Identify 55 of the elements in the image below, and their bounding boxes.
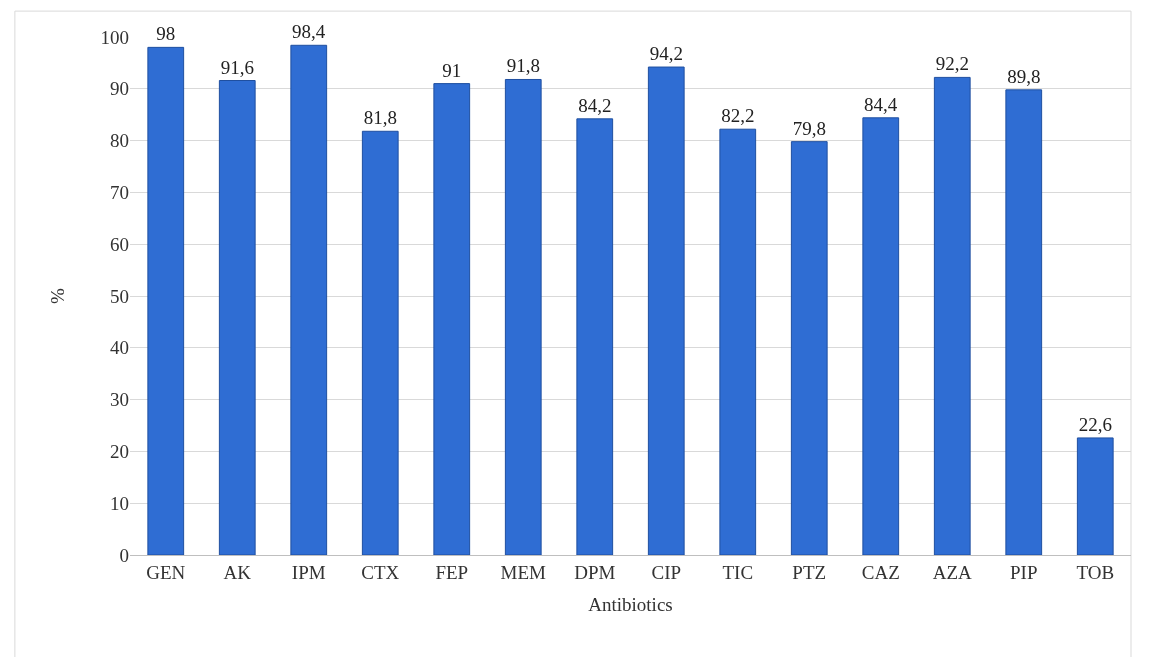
data-label: 89,8 (1007, 65, 1041, 87)
x-tick-label: AK (223, 561, 252, 583)
x-tick-label: CIP (651, 561, 682, 583)
x-tick-label: PTZ (792, 561, 827, 583)
bar (719, 128, 757, 555)
bar (218, 80, 256, 555)
y-tick-label: 90 (110, 78, 129, 100)
bar (576, 118, 614, 555)
y-tick-label: 100 (100, 26, 129, 48)
bar (290, 44, 328, 555)
bar (147, 46, 185, 555)
data-label: 84,2 (578, 94, 612, 116)
x-tick-label: AZA (932, 561, 973, 583)
y-tick-label: 30 (110, 389, 129, 411)
bar (790, 141, 828, 555)
bar (862, 117, 900, 555)
y-tick-label: 50 (110, 285, 129, 307)
bar (504, 78, 542, 555)
data-label: 98 (156, 23, 176, 45)
y-tick-label: 10 (110, 492, 129, 514)
y-tick-label: 80 (110, 130, 129, 152)
x-tick-label: PIP (1010, 561, 1038, 583)
x-tick-label: TIC (722, 561, 754, 583)
data-label: 91,8 (506, 55, 540, 77)
y-tick-label: 40 (110, 337, 129, 359)
data-label: 92,2 (935, 53, 969, 75)
y-tick-label: 0 (119, 544, 129, 566)
x-tick-label: CTX (361, 561, 400, 583)
x-tick-label: TOB (1076, 561, 1115, 583)
x-tick-label: GEN (146, 561, 186, 583)
data-label: 84,4 (863, 93, 898, 115)
x-tick-label: IPM (291, 561, 326, 583)
bar (1076, 437, 1114, 555)
data-label: 79,8 (792, 117, 826, 139)
data-label: 91,6 (220, 56, 254, 78)
y-tick-label: 70 (110, 182, 129, 204)
x-tick-label: MEM (500, 561, 547, 583)
data-label: 81,8 (363, 107, 397, 129)
x-axis-title: Antibiotics (588, 593, 673, 615)
x-tick-label: CAZ (861, 561, 900, 583)
bar (933, 76, 971, 555)
data-label: 94,2 (649, 43, 683, 65)
data-label: 91 (442, 59, 462, 81)
y-axis-title: % (47, 287, 69, 304)
data-label: 22,6 (1078, 413, 1112, 435)
bar (433, 83, 471, 555)
y-tick-label: 20 (110, 441, 129, 463)
x-tick-label: FEP (435, 561, 469, 583)
x-tick-label: DPM (574, 561, 616, 583)
bar (647, 66, 685, 555)
data-label: 98,4 (291, 21, 326, 43)
y-tick-label: 60 (110, 233, 129, 255)
data-label: 82,2 (721, 105, 755, 127)
bar (361, 130, 399, 555)
bar (1005, 89, 1043, 555)
